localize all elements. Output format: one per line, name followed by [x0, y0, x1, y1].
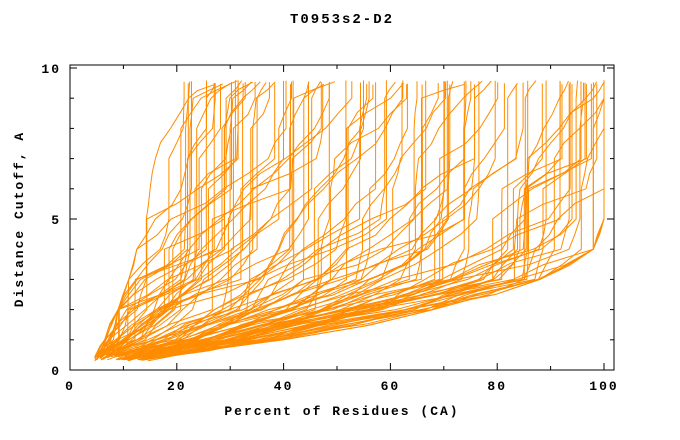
y-tick-label: 0	[51, 364, 61, 379]
model-curve	[134, 82, 524, 357]
model-curve	[126, 81, 447, 361]
model-curve	[107, 84, 324, 354]
model-curve	[94, 81, 185, 362]
model-curve	[103, 81, 261, 355]
model-curve	[96, 83, 216, 360]
x-tick-label: 80	[487, 379, 507, 394]
model-curve	[121, 83, 408, 359]
model-curve	[139, 81, 582, 361]
model-curve	[127, 80, 496, 360]
model-curve	[94, 81, 191, 358]
model-curve	[117, 82, 377, 358]
model-curve	[113, 81, 330, 356]
model-curve	[145, 82, 605, 358]
model-curve	[142, 80, 578, 361]
model-curve	[102, 82, 267, 356]
y-tick-label: 10	[41, 62, 61, 77]
model-curve	[127, 80, 448, 356]
model-curve	[96, 80, 236, 359]
model-curve	[116, 82, 404, 355]
model-curve	[105, 81, 322, 358]
model-curve	[97, 82, 215, 356]
model-curve	[99, 80, 238, 355]
model-curve	[108, 81, 336, 357]
model-curve	[94, 81, 192, 357]
model-curve	[132, 83, 518, 355]
model-curve	[105, 81, 276, 359]
model-curve	[100, 82, 256, 359]
model-curve	[142, 80, 569, 356]
model-curve	[110, 81, 353, 358]
model-curve	[125, 84, 475, 356]
model-curve	[112, 80, 347, 355]
model-curve	[115, 83, 368, 357]
chart-title: T0953s2-D2	[289, 12, 394, 28]
model-curve	[100, 80, 287, 360]
x-tick-label: 100	[589, 379, 618, 394]
model-curve	[115, 84, 374, 354]
model-curve	[113, 83, 325, 355]
model-curve	[143, 83, 598, 360]
model-curve	[139, 80, 561, 357]
x-tick-label: 20	[167, 379, 187, 394]
model-curve	[95, 80, 243, 360]
model-curve	[96, 83, 216, 361]
model-curve	[117, 80, 404, 360]
model-curve	[141, 82, 595, 361]
model-curve	[104, 83, 309, 354]
model-curve	[137, 83, 543, 361]
model-curve	[99, 83, 231, 358]
model-curve	[137, 80, 537, 359]
model-curve	[137, 80, 547, 358]
x-tick-label: 40	[274, 379, 294, 394]
model-curve	[147, 80, 605, 359]
model-curve	[100, 82, 270, 361]
model-curve	[118, 81, 396, 361]
y-tick-label: 5	[51, 213, 61, 228]
model-curve	[94, 83, 189, 359]
model-curve	[105, 82, 322, 356]
model-curve	[103, 83, 276, 359]
model-curve	[140, 84, 573, 356]
axis-box	[69, 64, 615, 371]
model-curve	[97, 84, 221, 355]
model-curve	[111, 80, 364, 357]
model-curve	[126, 81, 472, 359]
model-curve	[99, 81, 252, 360]
x-tick-label: 0	[65, 379, 75, 394]
model-curve	[102, 84, 291, 361]
y-axis-label: Distance Cutoff, A	[12, 130, 27, 308]
model-curve	[136, 81, 571, 357]
x-tick-label: 60	[381, 379, 401, 394]
model-curve	[126, 84, 451, 360]
x-axis-label: Percent of Residues (CA)	[224, 404, 460, 419]
